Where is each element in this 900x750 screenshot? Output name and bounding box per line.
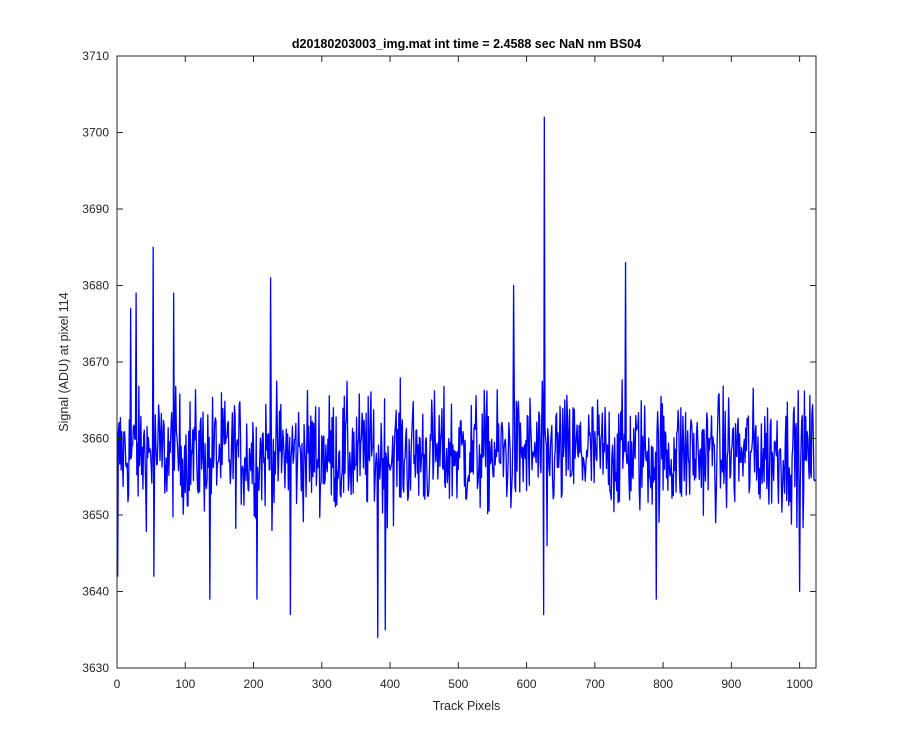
x-tick-label: 900 — [721, 677, 741, 691]
y-tick-label: 3640 — [82, 585, 109, 599]
x-tick-label: 0 — [114, 677, 121, 691]
y-tick-label: 3690 — [82, 202, 109, 216]
y-axis-title: Signal (ADU) at pixel 114 — [57, 292, 71, 431]
y-tick-label: 3650 — [82, 508, 109, 522]
plot-area — [117, 56, 816, 668]
x-tick-label: 400 — [380, 677, 400, 691]
x-tick-label: 600 — [517, 677, 537, 691]
series-line — [117, 116, 816, 639]
x-tick-label: 800 — [653, 677, 673, 691]
x-tick-label: 500 — [448, 677, 468, 691]
x-axis-title: Track Pixels — [433, 699, 501, 713]
x-tick-label: 300 — [312, 677, 332, 691]
chart-title: d20180203003_img.mat int time = 2.4588 s… — [292, 37, 641, 51]
x-tick-label: 100 — [175, 677, 195, 691]
y-tick-label: 3670 — [82, 355, 109, 369]
x-tick-label: 200 — [244, 677, 264, 691]
axes-layer: 0 100 200 300 400 500 600 700 800 900 1000 3630 3640… — [82, 49, 817, 691]
data-layer — [117, 56, 816, 668]
y-tick-label: 3660 — [82, 432, 109, 446]
y-tick-label: 3680 — [82, 279, 109, 293]
y-tick-label: 3700 — [82, 126, 109, 140]
x-tick-label: 700 — [585, 677, 605, 691]
x-tick-label: 1000 — [786, 677, 813, 691]
y-tick-label: 3710 — [82, 49, 109, 63]
y-tick-label: 3630 — [82, 661, 109, 675]
